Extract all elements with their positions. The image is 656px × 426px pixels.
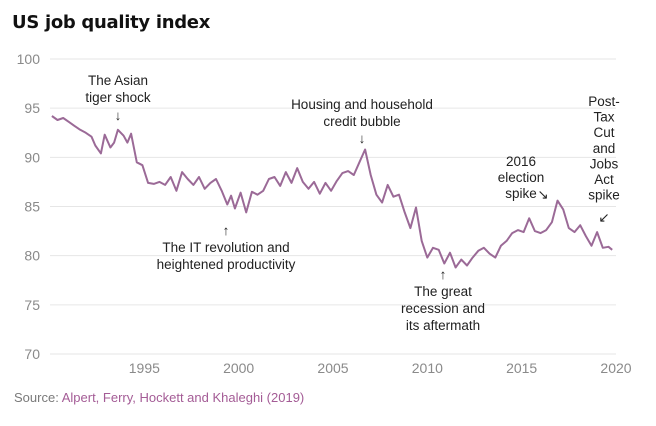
- y-tick-label-100: 100: [17, 51, 41, 67]
- x-tick-label-2010: 2010: [412, 360, 443, 376]
- annotation-2: Housing and household credit bubble ↓: [291, 97, 433, 146]
- y-tick-label-70: 70: [24, 346, 40, 362]
- annotation-text: spike: [505, 186, 537, 201]
- x-tick-label-2000: 2000: [223, 360, 254, 376]
- y-tick-label-90: 90: [24, 149, 40, 165]
- annotation-text: Tax: [593, 110, 614, 125]
- annotation-arrow-icon: ↓: [115, 108, 122, 123]
- annotation-arrow-icon: ↘: [537, 187, 548, 202]
- y-tick-label-75: 75: [24, 297, 40, 313]
- annotation-text: Act: [594, 172, 614, 187]
- chart-title: US job quality index: [12, 12, 211, 33]
- y-tick-label-85: 85: [24, 199, 40, 215]
- annotation-text: its aftermath: [406, 318, 480, 333]
- y-tick-label-95: 95: [24, 100, 40, 116]
- annotation-text: Jobs: [590, 156, 619, 171]
- annotation-text: 2016: [506, 154, 536, 169]
- annotation-text: credit bubble: [323, 114, 400, 129]
- x-axis-ticks: 1995 2000 2005 2010 2015 2020: [129, 360, 632, 376]
- x-tick-label-2015: 2015: [506, 360, 537, 376]
- annotation-text: Housing and household: [291, 97, 433, 112]
- annotation-text: recession and: [401, 301, 485, 316]
- x-tick-label-2020: 2020: [600, 360, 631, 376]
- series-line: [51, 115, 613, 269]
- annotation-arrow-icon: ↑: [440, 267, 447, 282]
- annotation-text: The great: [414, 284, 472, 299]
- y-tick-label-80: 80: [24, 248, 40, 264]
- x-tick-label-1995: 1995: [129, 360, 160, 376]
- annotation-text: Post-: [588, 94, 620, 109]
- annotation-text: and: [593, 141, 616, 156]
- source-note: Source: Alpert, Ferry, Hockett and Khale…: [14, 390, 304, 405]
- annotation-text: tiger shock: [85, 90, 151, 105]
- annotation-text: The IT revolution and: [162, 240, 289, 255]
- annotation-arrow-icon: ↓: [359, 131, 366, 146]
- source-link[interactable]: Alpert, Ferry, Hockett and Khaleghi (201…: [61, 390, 305, 405]
- annotation-text: heightened productivity: [157, 257, 296, 272]
- x-tick-label-2005: 2005: [317, 360, 348, 376]
- annotation-text: The Asian: [88, 73, 148, 88]
- y-axis-ticks: 70 75 80 85 90 95 100: [17, 51, 41, 362]
- annotation-4: The great recession and its aftermath ↑: [401, 267, 485, 333]
- annotation-arrow-icon: ↑: [223, 223, 230, 238]
- annotation-text: spike: [588, 188, 620, 203]
- annotation-text: election: [498, 170, 545, 185]
- annotation-text: Cut: [593, 125, 614, 140]
- annotation-1: The Asian tiger shock ↓: [85, 73, 151, 123]
- gridlines: [50, 58, 616, 355]
- annotation-3: The IT revolution and heightened producti…: [157, 223, 296, 272]
- annotation-arrow-icon: ↙: [598, 210, 609, 225]
- source-prefix: Source:: [14, 390, 59, 405]
